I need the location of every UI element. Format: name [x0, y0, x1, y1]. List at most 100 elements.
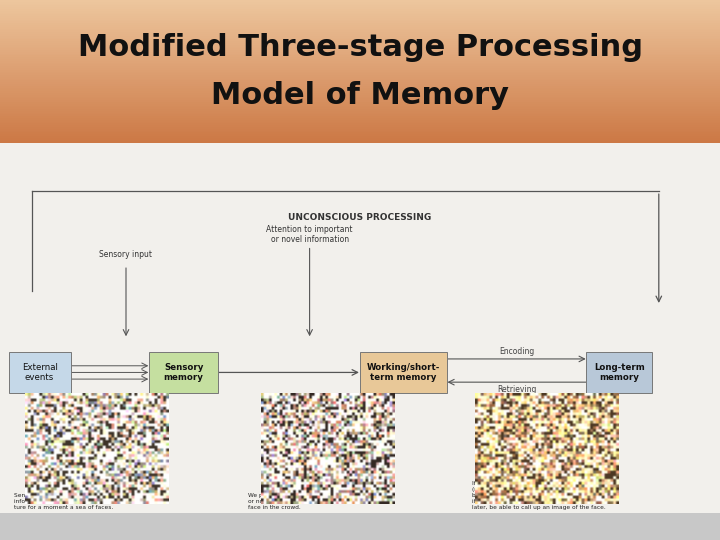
Bar	[0, 0, 720, 2]
Bar	[0, 52, 720, 53]
Bar	[0, 77, 720, 79]
Text: Retrieving: Retrieving	[497, 385, 536, 394]
Bar	[0, 82, 720, 84]
Text: Long-term
memory: Long-term memory	[594, 363, 644, 382]
Bar	[0, 124, 720, 125]
Bar	[0, 39, 720, 41]
Bar	[0, 11, 720, 12]
Bar	[0, 116, 720, 118]
Text: External
events: External events	[22, 363, 58, 382]
Bar	[0, 143, 720, 513]
Bar	[0, 100, 720, 102]
Bar	[0, 127, 720, 129]
Bar	[0, 104, 720, 105]
Bar	[0, 113, 720, 114]
Bar	[0, 513, 720, 540]
Bar	[0, 136, 720, 138]
Bar	[0, 53, 720, 56]
FancyBboxPatch shape	[360, 352, 446, 393]
Bar	[0, 111, 720, 113]
Bar	[0, 12, 720, 14]
Bar	[0, 16, 720, 18]
Bar	[0, 29, 720, 30]
Bar	[0, 87, 720, 90]
Bar	[0, 45, 720, 46]
Text: If we stare at the face long enough
(rehearsal), or if we're sufficiently distur: If we stare at the face long enough (reh…	[472, 481, 610, 510]
Text: Attention to important
or novel information: Attention to important or novel informat…	[266, 225, 353, 244]
Bar	[0, 66, 720, 68]
Bar	[0, 84, 720, 86]
Bar	[0, 9, 720, 11]
Bar	[0, 59, 720, 61]
FancyBboxPatch shape	[149, 352, 218, 393]
Text: Sensory input: Sensory input	[99, 249, 153, 259]
Bar	[0, 91, 720, 93]
Bar	[0, 38, 720, 39]
Bar	[0, 22, 720, 23]
Text: UNCONSCIOUS PROCESSING: UNCONSCIOUS PROCESSING	[289, 213, 431, 221]
Bar	[0, 122, 720, 124]
Bar	[0, 63, 720, 64]
Bar	[0, 93, 720, 95]
Bar	[0, 90, 720, 91]
Bar	[0, 57, 720, 59]
Bar	[0, 46, 720, 48]
Bar	[0, 30, 720, 32]
Bar	[0, 7, 720, 9]
Bar	[0, 79, 720, 80]
Bar	[0, 36, 720, 38]
Bar	[0, 141, 720, 143]
Bar	[0, 132, 720, 134]
Text: Sensory
memory: Sensory memory	[163, 363, 204, 382]
Bar	[0, 134, 720, 136]
Bar	[0, 27, 720, 29]
Bar	[0, 107, 720, 109]
Bar	[0, 23, 720, 25]
Bar	[0, 102, 720, 104]
Bar	[0, 32, 720, 34]
Bar	[0, 64, 720, 66]
Bar	[0, 73, 720, 75]
Bar	[0, 50, 720, 52]
Text: Modified Three-stage Processing: Modified Three-stage Processing	[78, 33, 642, 62]
Bar	[0, 120, 720, 122]
Text: We pay attention to and encode important
or novel stimuli—in this case an angry
: We pay attention to and encode important…	[248, 493, 374, 510]
Bar	[0, 5, 720, 7]
Bar	[0, 139, 720, 141]
Bar	[0, 125, 720, 127]
Text: Sensory memory registers incoming
information, allowing your brain to cap-
ture : Sensory memory registers incoming inform…	[14, 493, 130, 510]
FancyBboxPatch shape	[9, 352, 71, 393]
Bar	[0, 70, 720, 71]
Bar	[0, 75, 720, 77]
Bar	[0, 18, 720, 19]
Bar	[0, 109, 720, 111]
Bar	[0, 4, 720, 5]
Bar	[0, 71, 720, 73]
Text: Encoding: Encoding	[499, 347, 534, 356]
Bar	[0, 61, 720, 63]
Bar	[0, 98, 720, 100]
Bar	[0, 56, 720, 57]
Bar	[0, 2, 720, 4]
Bar	[0, 105, 720, 107]
Bar	[0, 41, 720, 43]
Bar	[0, 129, 720, 131]
Bar	[0, 34, 720, 36]
Bar	[0, 68, 720, 70]
Bar	[0, 25, 720, 27]
Bar	[0, 14, 720, 16]
Bar	[0, 19, 720, 22]
Bar	[0, 118, 720, 120]
Text: Encoding: Encoding	[271, 413, 307, 421]
FancyBboxPatch shape	[587, 352, 652, 393]
Bar	[0, 86, 720, 87]
Bar	[0, 80, 720, 82]
Bar	[0, 131, 720, 132]
Bar	[0, 97, 720, 98]
Bar	[0, 114, 720, 116]
Bar	[0, 95, 720, 97]
Bar	[0, 138, 720, 139]
Text: Working/short-
term memory: Working/short- term memory	[366, 363, 440, 382]
Text: Model of Memory: Model of Memory	[211, 82, 509, 110]
Bar	[0, 43, 720, 45]
